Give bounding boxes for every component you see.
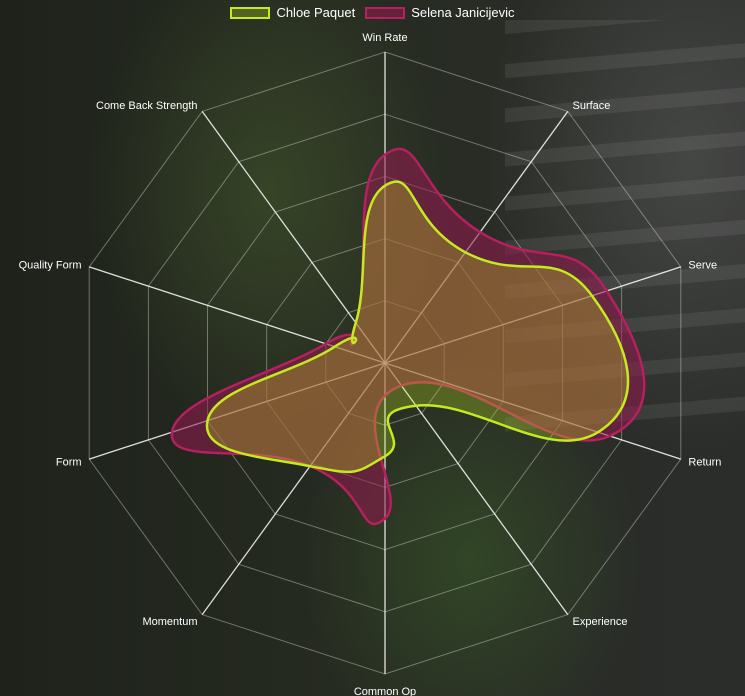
- axis-labels: Win Rate Surface Serve Return Experience Comm…: [19, 32, 722, 696]
- axis-label-quality-form: Quality Form: [19, 259, 82, 271]
- axis-spoke: [201, 111, 386, 364]
- radar-series: [170, 147, 646, 526]
- axis-label-return: Return: [688, 457, 721, 469]
- legend-item-selena-janicijevic[interactable]: Selena Janicijevic: [365, 5, 515, 20]
- legend-label: Chloe Paquet: [276, 5, 356, 20]
- legend-swatch: [230, 6, 271, 19]
- axis-label-surface: Surface: [573, 100, 611, 112]
- series-area-chloe-paquet: [205, 180, 630, 474]
- series-area-selena-janicijevic: [170, 147, 646, 526]
- axis-label-form: Form: [56, 457, 82, 469]
- legend-swatch: [365, 6, 406, 19]
- legend-item-chloe-paquet[interactable]: Chloe Paquet: [230, 5, 355, 20]
- axis-label-momentum: Momentum: [142, 616, 197, 628]
- axis-label-win-rate: Win Rate: [362, 32, 407, 44]
- chart-legend: Chloe Paquet Selena Janicijevic: [0, 5, 745, 20]
- axis-label-come-back-strength: Come Back Strength: [96, 100, 198, 112]
- axis-label-common-op: Common Op: [354, 686, 416, 696]
- axis-label-serve: Serve: [688, 259, 717, 271]
- axis-label-experience: Experience: [573, 616, 628, 628]
- legend-label: Selena Janicijevic: [411, 5, 515, 20]
